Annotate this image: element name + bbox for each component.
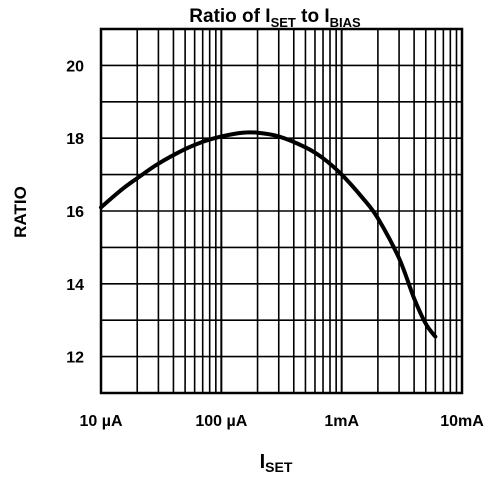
chart-title: Ratio of ISET to IBIAS (189, 6, 361, 30)
x-tick-labels: 10 µA 100 µA 1mA 10mA (79, 413, 484, 430)
data-series-line (99, 130, 438, 339)
x-tick-label: 10mA (440, 413, 484, 430)
grid (101, 29, 462, 393)
chart-title-part-1: Ratio of I (189, 6, 270, 27)
x-axis-label-sub: SET (265, 459, 293, 475)
plot-frame (99, 27, 464, 395)
x-tick-label: 10 µA (79, 413, 122, 430)
y-tick-label: 12 (66, 350, 84, 367)
y-axis-label: RATIO (11, 186, 30, 238)
x-axis-label: ISET (260, 451, 293, 475)
y-tick-label: 20 (66, 58, 84, 75)
x-tick-label: 1mA (324, 413, 359, 430)
y-tick-label: 18 (66, 131, 84, 148)
x-tick-label: 100 µA (195, 413, 247, 430)
y-tick-labels: 12 14 16 18 20 (66, 58, 84, 366)
chart-title-sub-1: SET (271, 15, 296, 30)
x-axis-label-main: I (260, 451, 266, 473)
chart-title-part-2: to I (296, 6, 330, 27)
chart-title-sub-2: BIAS (330, 15, 361, 30)
y-tick-label: 14 (66, 277, 84, 294)
y-tick-label: 16 (66, 204, 84, 221)
